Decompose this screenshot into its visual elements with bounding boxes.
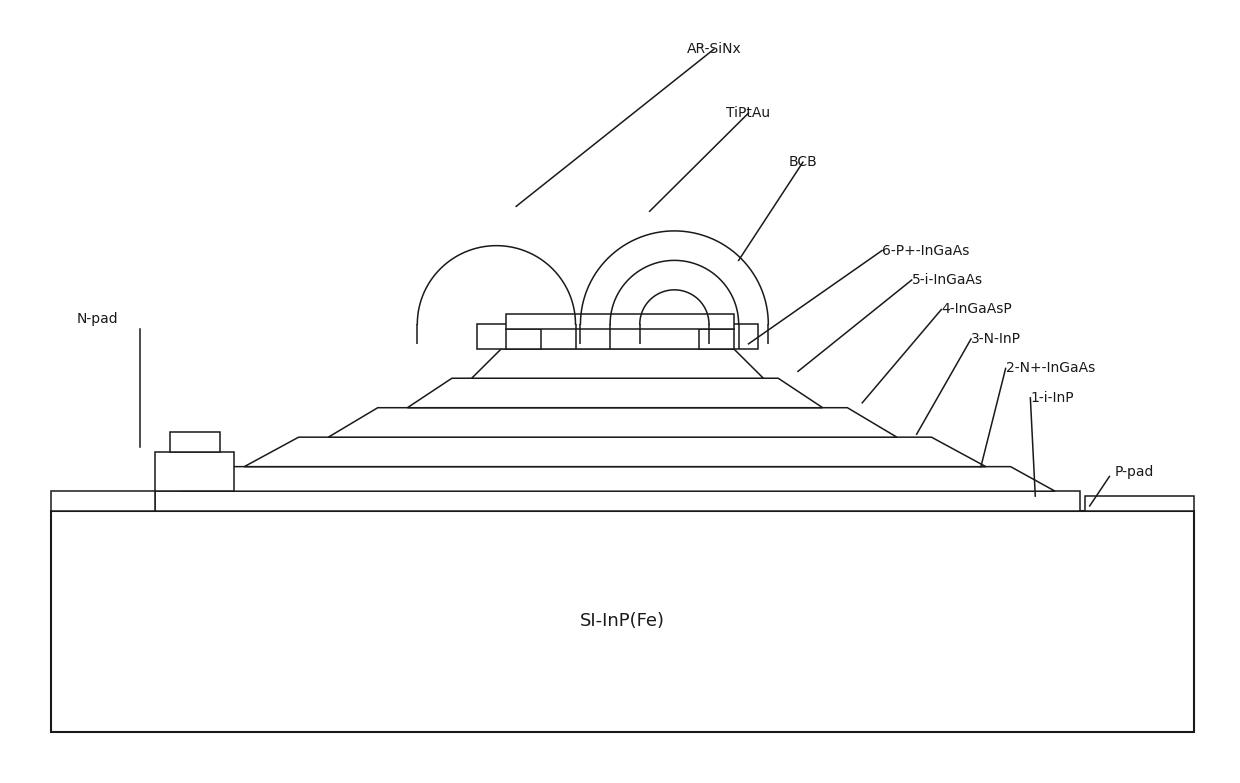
Text: 5-i-InGaAs: 5-i-InGaAs [911,273,983,287]
Polygon shape [408,378,822,408]
Text: 1-i-InP: 1-i-InP [1030,391,1074,405]
Polygon shape [506,315,734,329]
Polygon shape [699,329,734,348]
Text: SI-InP(Fe): SI-InP(Fe) [580,612,665,630]
Polygon shape [329,408,897,437]
Text: N-pad: N-pad [76,312,118,327]
Polygon shape [471,348,764,378]
Text: 6-P+-InGaAs: 6-P+-InGaAs [882,244,970,258]
Text: P-pad: P-pad [1115,464,1153,478]
Polygon shape [476,324,759,348]
Text: 3-N-InP: 3-N-InP [971,332,1021,346]
Text: 4-InGaAsP: 4-InGaAsP [941,302,1012,316]
Text: AR-SiNx: AR-SiNx [687,42,742,56]
Text: TiPtAu: TiPtAu [727,106,770,120]
Polygon shape [1085,496,1194,511]
Polygon shape [155,452,234,491]
Text: 2-N+-InGaAs: 2-N+-InGaAs [1006,362,1095,375]
Polygon shape [244,437,986,467]
Polygon shape [51,491,155,511]
Text: BCB: BCB [789,155,817,169]
Polygon shape [155,491,1080,511]
Polygon shape [506,329,541,348]
Polygon shape [51,511,1194,732]
Polygon shape [180,467,1055,491]
Polygon shape [170,432,219,452]
